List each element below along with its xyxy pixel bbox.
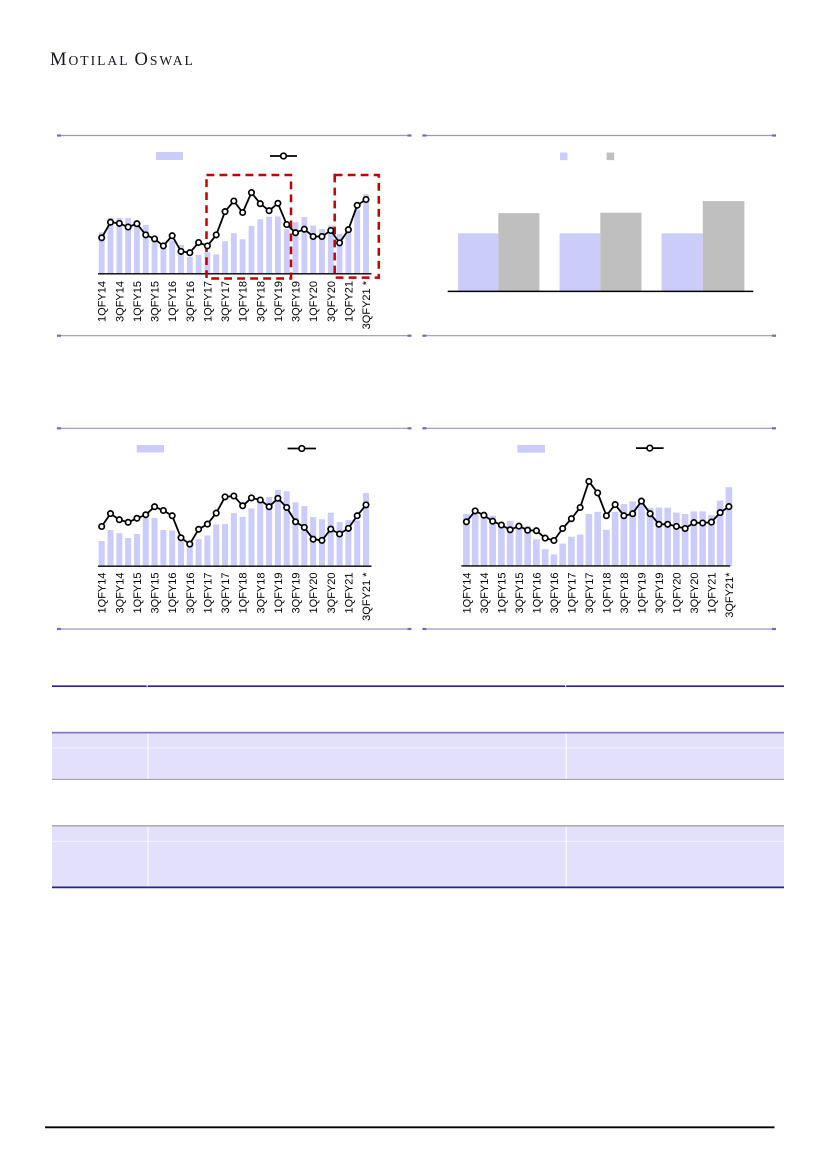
svg-text:1QFY20: 1QFY20 bbox=[308, 573, 320, 614]
svg-text:3QFY16: 3QFY16 bbox=[549, 573, 561, 614]
svg-text:3QFY14: 3QFY14 bbox=[479, 573, 491, 614]
svg-text:3QFY17: 3QFY17 bbox=[220, 281, 232, 322]
svg-text:1QFY18: 1QFY18 bbox=[601, 573, 613, 614]
svg-text:3QFY16: 3QFY16 bbox=[185, 573, 197, 614]
svg-text:1QFY14: 1QFY14 bbox=[97, 281, 109, 322]
svg-text:1QFY19: 1QFY19 bbox=[273, 573, 285, 614]
svg-text:1QFY21: 1QFY21 bbox=[706, 573, 718, 614]
svg-text:1QFY20: 1QFY20 bbox=[671, 573, 683, 614]
svg-text:1QFY19: 1QFY19 bbox=[273, 281, 285, 322]
svg-text:1QFY16: 1QFY16 bbox=[167, 573, 179, 614]
svg-text:3QFY19: 3QFY19 bbox=[654, 573, 666, 614]
svg-text:1QFY15: 1QFY15 bbox=[496, 573, 508, 614]
svg-text:3QFY17: 3QFY17 bbox=[220, 573, 232, 614]
svg-text:3QFY14: 3QFY14 bbox=[114, 281, 126, 322]
svg-text:3QFY19: 3QFY19 bbox=[291, 281, 303, 322]
svg-text:1QFY17: 1QFY17 bbox=[202, 281, 214, 322]
svg-text:1QFY21: 1QFY21 bbox=[343, 573, 355, 614]
svg-text:1QFY18: 1QFY18 bbox=[238, 573, 250, 614]
svg-text:3QFY19: 3QFY19 bbox=[291, 573, 303, 614]
svg-text:1QFY14: 1QFY14 bbox=[461, 573, 473, 614]
svg-text:1QFY16: 1QFY16 bbox=[531, 573, 543, 614]
svg-text:3QFY18: 3QFY18 bbox=[255, 573, 267, 614]
svg-text:3QFY15: 3QFY15 bbox=[150, 281, 162, 322]
svg-text:1QFY15: 1QFY15 bbox=[132, 573, 144, 614]
svg-text:1QFY21: 1QFY21 bbox=[343, 281, 355, 322]
svg-text:1QFY14: 1QFY14 bbox=[97, 573, 109, 614]
svg-text:3QFY20: 3QFY20 bbox=[326, 573, 338, 614]
svg-text:1QFY17: 1QFY17 bbox=[202, 573, 214, 614]
svg-text:3QFY20: 3QFY20 bbox=[326, 281, 338, 322]
svg-text:3QFY20: 3QFY20 bbox=[689, 573, 701, 614]
svg-text:1QFY20: 1QFY20 bbox=[308, 281, 320, 322]
svg-text:1QFY18: 1QFY18 bbox=[238, 281, 250, 322]
svg-text:3QFY21 *: 3QFY21 * bbox=[361, 280, 373, 329]
svg-text:3QFY21*: 3QFY21* bbox=[724, 572, 736, 618]
svg-text:3QFY16: 3QFY16 bbox=[185, 281, 197, 322]
svg-text:MOTILAL OSWAL: MOTILAL OSWAL bbox=[50, 50, 195, 70]
svg-text:1QFY15: 1QFY15 bbox=[132, 281, 144, 322]
svg-text:1QFY16: 1QFY16 bbox=[167, 281, 179, 322]
svg-text:1QFY19: 1QFY19 bbox=[636, 573, 648, 614]
svg-text:3QFY15: 3QFY15 bbox=[150, 573, 162, 614]
svg-text:1QFY17: 1QFY17 bbox=[566, 573, 578, 614]
svg-text:3QFY18: 3QFY18 bbox=[619, 573, 631, 614]
svg-text:3QFY18: 3QFY18 bbox=[255, 281, 267, 322]
svg-text:3QFY15: 3QFY15 bbox=[514, 573, 526, 614]
svg-text:3QFY14: 3QFY14 bbox=[114, 573, 126, 614]
svg-text:3QFY17: 3QFY17 bbox=[584, 573, 596, 614]
svg-text:3QFY21 *: 3QFY21 * bbox=[361, 572, 373, 621]
